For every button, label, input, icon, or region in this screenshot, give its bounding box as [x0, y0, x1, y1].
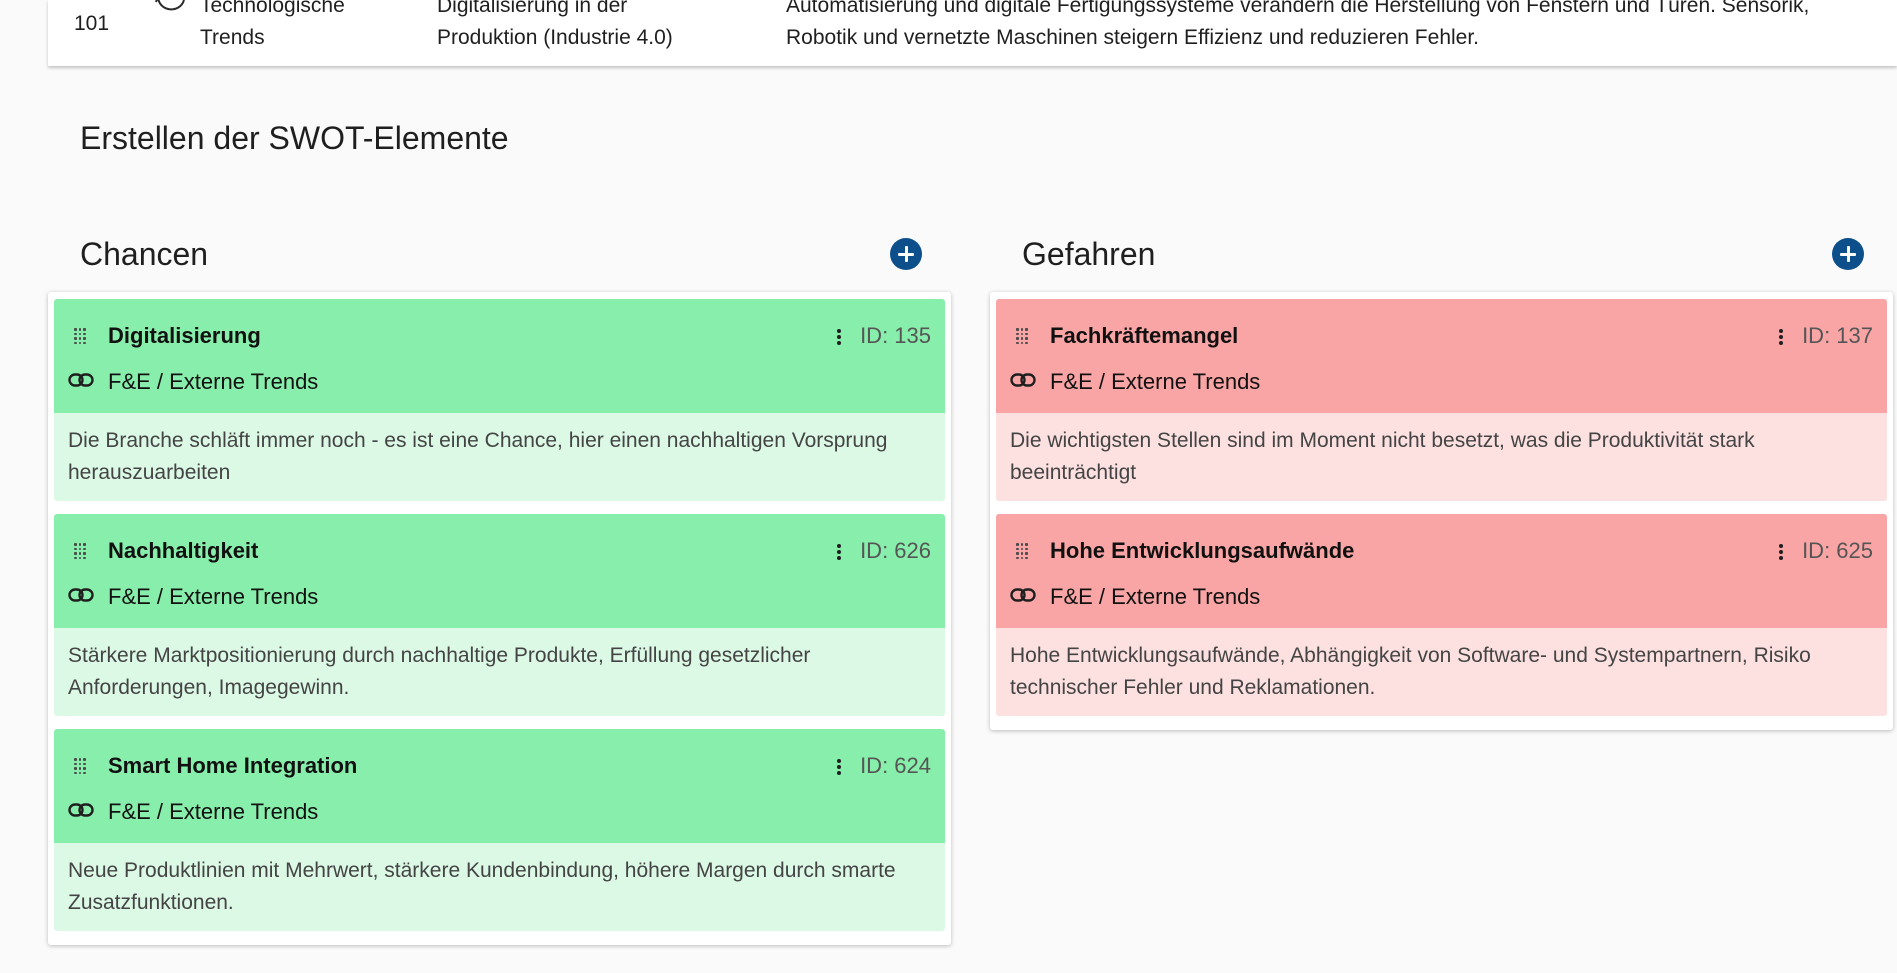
card-description: Die Branche schläft immer noch - es ist … — [54, 413, 945, 501]
card-id: ID: 626 — [860, 538, 931, 563]
card-header: Digitalisierung ID: 135 F&E / Externe Tr… — [54, 299, 945, 413]
chance-card[interactable]: Nachhaltigkeit ID: 626 F&E / Externe Tre… — [54, 514, 945, 716]
threat-card[interactable]: Fachkräftemangel ID: 137 F&E / Externe T… — [996, 299, 1887, 501]
drag-handle-icon[interactable] — [1016, 328, 1030, 346]
card-title: Nachhaltigkeit — [108, 538, 259, 563]
card-link[interactable]: F&E / Externe Trends — [108, 799, 319, 824]
card-header: Smart Home Integration ID: 624 F&E / Ext… — [54, 729, 945, 843]
row-topic: Digitalisierung in der Produktion (Indus… — [437, 0, 673, 49]
chance-card[interactable]: Digitalisierung ID: 135 F&E / Externe Tr… — [54, 299, 945, 501]
threats-header: Gefahren — [1022, 236, 1156, 272]
card-description: Stärkere Marktpositionierung durch nachh… — [54, 628, 945, 716]
threat-card[interactable]: Hohe Entwicklungsaufwände ID: 625 F&E / … — [996, 514, 1887, 716]
link-icon — [1010, 587, 1036, 603]
table-row[interactable]: 101 Technologische Trends Digitalisierun… — [48, 0, 1897, 66]
more-vert-icon[interactable] — [1778, 542, 1784, 562]
drag-handle-icon[interactable] — [74, 328, 88, 346]
more-vert-icon[interactable] — [836, 757, 842, 777]
touch-icon — [152, 0, 192, 24]
row-description: Automatisierung und digitale Fertigungss… — [786, 0, 1810, 49]
card-description: Die wichtigsten Stellen sind im Moment n… — [996, 413, 1887, 501]
add-threat-button[interactable] — [1832, 238, 1864, 270]
section-title: Erstellen der SWOT-Elemente — [80, 120, 509, 156]
chances-list: Digitalisierung ID: 135 F&E / Externe Tr… — [48, 292, 951, 945]
drag-handle-icon[interactable] — [1016, 543, 1030, 561]
card-id: ID: 137 — [1802, 323, 1873, 348]
card-link[interactable]: F&E / Externe Trends — [108, 369, 319, 394]
card-title: Hohe Entwicklungsaufwände — [1050, 538, 1355, 563]
card-title: Smart Home Integration — [108, 753, 358, 778]
card-header: Fachkräftemangel ID: 137 F&E / Externe T… — [996, 299, 1887, 413]
card-header: Nachhaltigkeit ID: 626 F&E / Externe Tre… — [54, 514, 945, 628]
card-id: ID: 624 — [860, 753, 931, 778]
link-icon — [1010, 372, 1036, 388]
drag-handle-icon[interactable] — [74, 758, 88, 776]
card-link[interactable]: F&E / Externe Trends — [1050, 584, 1261, 609]
card-title: Digitalisierung — [108, 323, 261, 348]
card-link[interactable]: F&E / Externe Trends — [108, 584, 319, 609]
chance-card[interactable]: Smart Home Integration ID: 624 F&E / Ext… — [54, 729, 945, 931]
link-icon — [68, 372, 94, 388]
drag-handle-icon[interactable] — [74, 543, 88, 561]
add-chance-button[interactable] — [890, 238, 922, 270]
card-id: ID: 625 — [1802, 538, 1873, 563]
more-vert-icon[interactable] — [836, 327, 842, 347]
threats-list: Fachkräftemangel ID: 137 F&E / Externe T… — [990, 292, 1893, 730]
more-vert-icon[interactable] — [836, 542, 842, 562]
card-link[interactable]: F&E / Externe Trends — [1050, 369, 1261, 394]
card-title: Fachkräftemangel — [1050, 323, 1239, 348]
card-description: Neue Produktlinien mit Mehrwert, stärker… — [54, 843, 945, 931]
link-icon — [68, 587, 94, 603]
card-id: ID: 135 — [860, 323, 931, 348]
card-header: Hohe Entwicklungsaufwände ID: 625 F&E / … — [996, 514, 1887, 628]
link-icon — [68, 802, 94, 818]
more-vert-icon[interactable] — [1778, 327, 1784, 347]
row-id: 101 — [74, 12, 110, 35]
chances-header: Chancen — [80, 236, 209, 272]
card-description: Hohe Entwicklungsaufwände, Abhängigkeit … — [996, 628, 1887, 716]
row-category: Technologische Trends — [200, 0, 345, 49]
